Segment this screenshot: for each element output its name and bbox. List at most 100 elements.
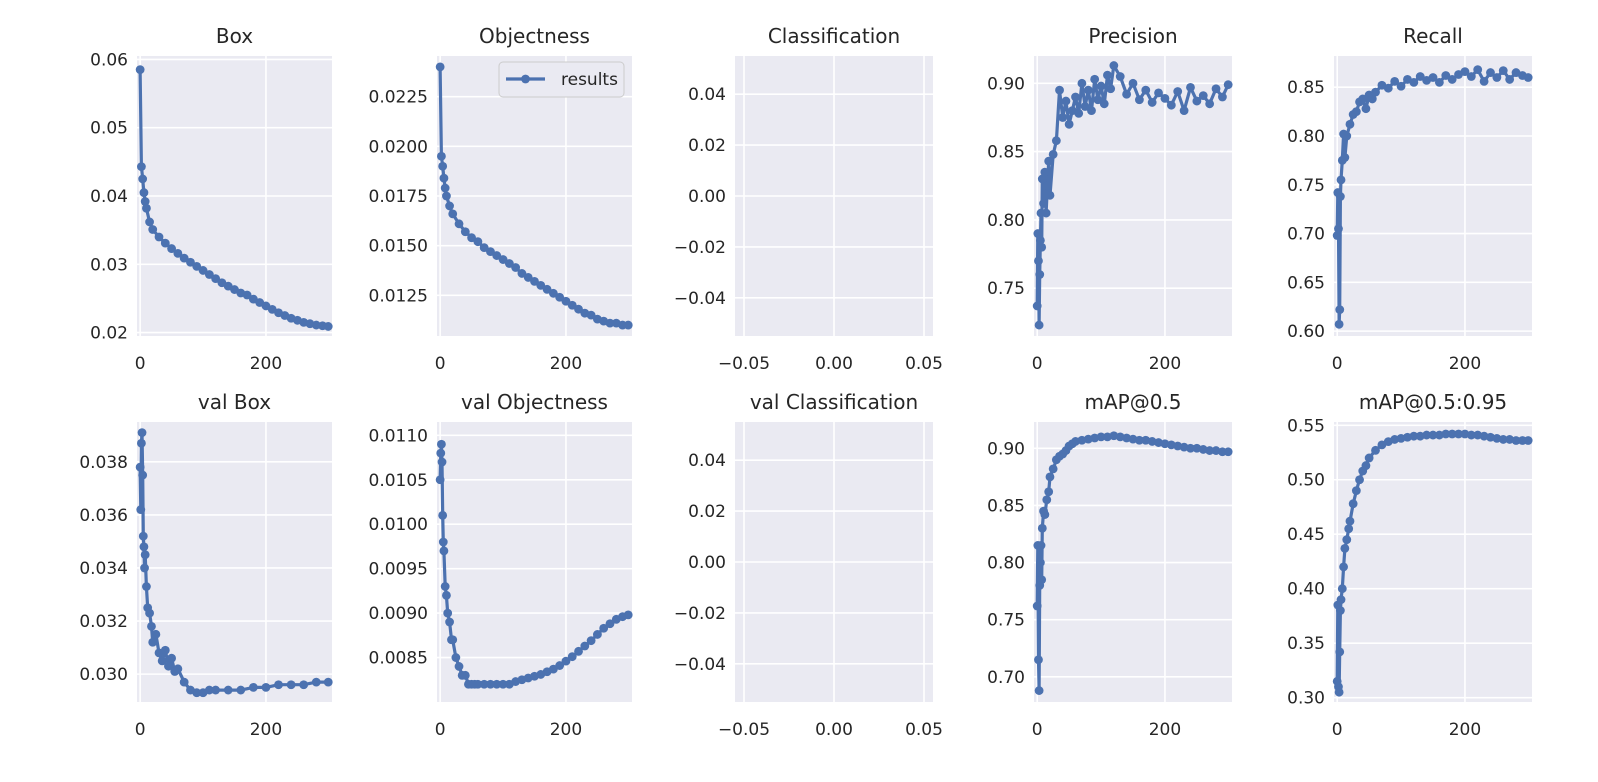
data-point: [1034, 655, 1043, 665]
data-point: [1390, 76, 1400, 86]
data-point: [135, 65, 145, 75]
data-point: [1454, 429, 1463, 439]
data-point: [435, 475, 445, 485]
panel-title-map-at-0-5: mAP@0.5: [1084, 390, 1181, 414]
ytick-label: 0.02: [90, 324, 128, 344]
series-markers-map-at-0-5: [1032, 431, 1233, 695]
data-point: [1340, 153, 1350, 162]
data-point: [1334, 687, 1344, 697]
data-point: [1351, 107, 1361, 117]
data-point: [1361, 461, 1371, 470]
data-point: [1334, 319, 1344, 329]
data-point: [555, 661, 565, 670]
data-point: [1335, 647, 1345, 657]
ytick-label: 0.80: [987, 211, 1025, 231]
data-point: [1498, 435, 1508, 444]
data-point: [1409, 77, 1419, 87]
xtick-label: 200: [1149, 354, 1181, 374]
data-point: [167, 244, 176, 253]
legend-marker: [521, 74, 530, 84]
series-markers-recall: [1332, 65, 1533, 329]
data-point: [443, 608, 453, 618]
data-point: [1335, 192, 1345, 201]
data-point: [1434, 77, 1444, 87]
data-point: [1336, 175, 1346, 185]
data-point: [1106, 84, 1116, 94]
data-point: [586, 636, 596, 646]
data-point: [1045, 190, 1055, 200]
data-point: [436, 448, 446, 458]
panel-map-at-0-5: 0 200 0.70 0.75 0.80 0.85 0.90 mAP@0.5: [987, 390, 1233, 740]
data-point: [439, 173, 449, 183]
data-point: [1037, 523, 1047, 533]
xtick-label: 0: [1332, 354, 1343, 374]
data-point: [1109, 61, 1119, 70]
xtick-label: 0.05: [905, 720, 943, 740]
ytick-label: 0.04: [688, 451, 726, 471]
ytick-label: 0.70: [1287, 225, 1325, 245]
data-point: [623, 320, 633, 330]
data-point: [1473, 65, 1483, 75]
ytick-label: 0.80: [987, 554, 1025, 574]
data-point: [1096, 81, 1106, 91]
ytick-label: −0.04: [674, 655, 726, 675]
ytick-label: 0.45: [1287, 525, 1325, 545]
data-point: [1428, 73, 1438, 82]
panel-recall: 0 200 0.60 0.65 0.70 0.75 0.80 0.85 Recall: [1287, 24, 1533, 374]
data-point: [1035, 235, 1045, 245]
data-point: [198, 266, 208, 275]
data-point: [451, 653, 461, 662]
data-point: [1335, 606, 1345, 615]
data-point: [1498, 66, 1508, 76]
data-point: [1198, 91, 1208, 101]
data-point: [460, 670, 470, 680]
legend-label: results: [561, 70, 618, 90]
ytick-label: 0.034: [79, 559, 128, 579]
data-point: [157, 656, 167, 666]
data-point: [1128, 78, 1138, 88]
xtick-label: 200: [1149, 720, 1181, 740]
xtick-label: 0: [1032, 720, 1043, 740]
ytick-label: 0.0175: [369, 187, 428, 207]
ytick-label: 0.60: [1287, 322, 1325, 342]
series-markers-precision: [1032, 61, 1233, 330]
data-point: [1358, 94, 1368, 104]
data-point: [1486, 68, 1495, 77]
ytick-label: 0.0125: [369, 286, 428, 306]
data-point: [473, 237, 483, 247]
data-point: [1447, 75, 1457, 84]
data-point: [179, 253, 189, 263]
data-point: [442, 590, 451, 600]
series-markers-map-at-0-5-0-95: [1332, 429, 1533, 697]
panel-title-recall: Recall: [1403, 24, 1463, 48]
ytick-label: 0.85: [987, 496, 1025, 516]
data-point: [236, 685, 246, 695]
data-point: [1064, 119, 1074, 129]
data-point: [151, 629, 161, 639]
ytick-label: −0.02: [674, 604, 726, 624]
data-point: [1173, 87, 1183, 96]
data-point: [148, 637, 158, 647]
data-point: [437, 151, 446, 161]
data-point: [139, 542, 149, 552]
data-point: [311, 677, 321, 687]
data-point: [605, 619, 615, 629]
data-point: [299, 680, 309, 690]
data-point: [1339, 562, 1348, 572]
data-point: [274, 680, 283, 690]
legend-box: [498, 61, 625, 98]
data-point: [530, 276, 539, 286]
xtick-label: 0: [1032, 354, 1043, 374]
data-point: [1074, 108, 1084, 118]
data-point: [1505, 75, 1515, 84]
data-point: [623, 610, 633, 620]
data-point: [192, 261, 202, 271]
xtick-label: 0.00: [815, 354, 853, 374]
data-point: [1179, 106, 1189, 116]
data-point: [1447, 429, 1457, 439]
data-point: [1045, 472, 1055, 482]
series-markers-val-box: [135, 428, 333, 698]
data-point: [1428, 430, 1438, 440]
data-point: [1441, 71, 1451, 80]
data-point: [140, 563, 149, 573]
